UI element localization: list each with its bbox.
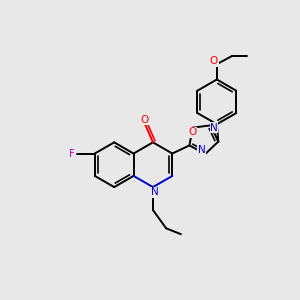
Text: O: O (189, 127, 197, 137)
Text: N: N (151, 188, 158, 197)
Text: N: N (198, 146, 206, 155)
Text: O: O (210, 56, 218, 66)
Text: F: F (69, 148, 75, 158)
Text: O: O (141, 115, 149, 125)
Text: N: N (210, 123, 218, 133)
